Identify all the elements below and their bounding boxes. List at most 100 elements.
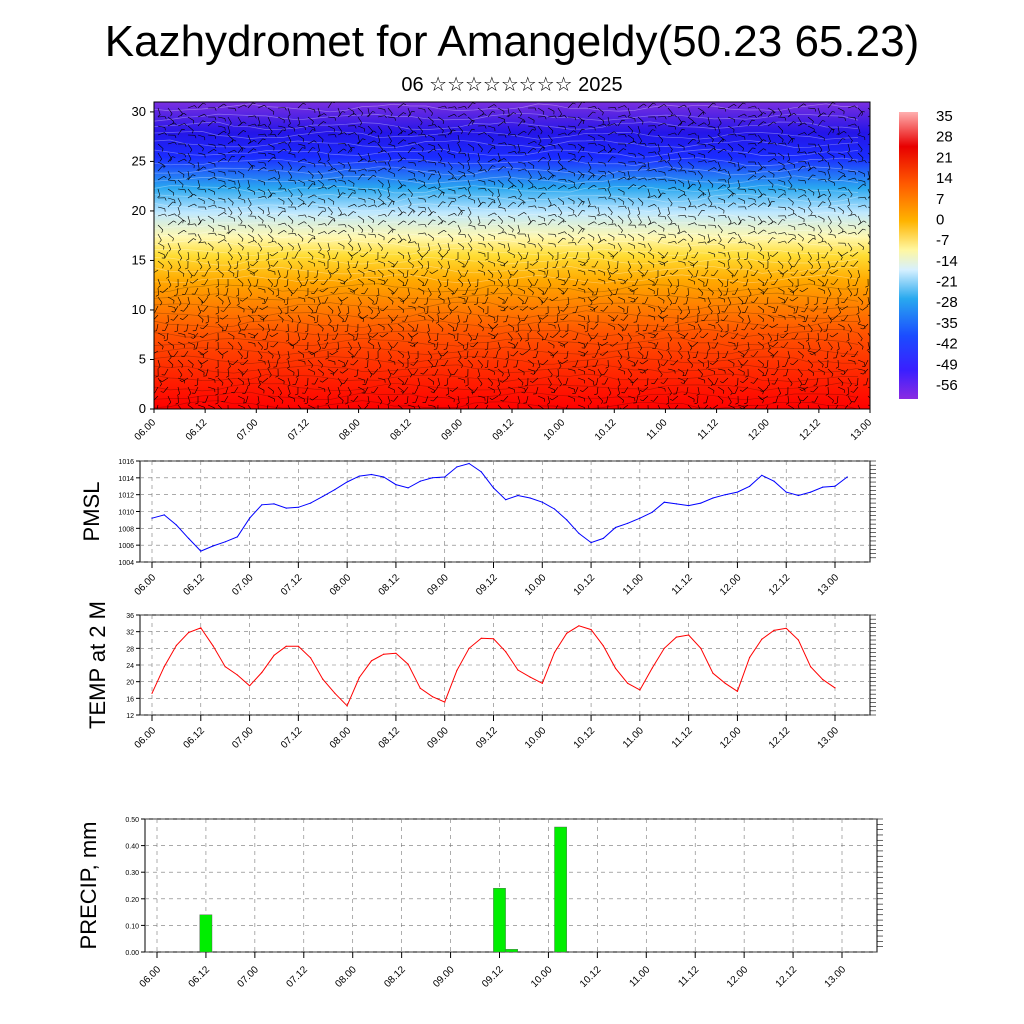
data-point	[773, 629, 775, 632]
x-tick-label: 12.00	[725, 964, 751, 990]
x-tick-label: 08.00	[328, 725, 354, 751]
colorbar-label: -7	[936, 232, 949, 249]
y-tick-label: 5	[139, 351, 146, 366]
data-point	[322, 678, 324, 680]
data-point	[834, 485, 836, 487]
y-tick-label: 20	[132, 203, 146, 218]
y-tick-label: 36	[126, 613, 134, 620]
data-point	[785, 627, 787, 629]
data-point	[395, 484, 397, 486]
data-point	[505, 651, 507, 653]
data-point	[627, 682, 629, 684]
colorbar-label: -42	[936, 336, 958, 353]
data-point	[492, 638, 495, 640]
precipitation-panel: 0.50 0.40 0.30 0.20 0.10 0.00 06.00 06.12 07.00 0…	[76, 817, 883, 990]
x-tick-label: 07.12	[279, 572, 305, 598]
data-point	[175, 524, 177, 526]
data-point	[736, 491, 739, 493]
data-point	[151, 517, 153, 519]
data-point	[273, 654, 275, 657]
data-point	[163, 514, 165, 516]
colorbar-label: 0	[936, 211, 944, 228]
data-point	[480, 471, 482, 473]
data-point	[334, 489, 336, 491]
data-point	[761, 638, 763, 640]
data-point	[273, 503, 275, 505]
data-point	[614, 667, 617, 669]
data-point	[151, 692, 153, 694]
colorbar-label: 35	[936, 108, 953, 125]
precip-bar	[505, 949, 519, 953]
x-tick-label: 11.12	[696, 417, 721, 442]
x-tick-label: 12.00	[718, 725, 744, 751]
x-tick-label: 10.00	[542, 417, 568, 443]
x-tick-label: 07.00	[230, 572, 256, 598]
data-point	[175, 644, 177, 647]
data-point	[553, 651, 556, 654]
y-tick-label: 12	[126, 713, 134, 720]
data-point	[431, 696, 434, 698]
x-tick-label: 11.00	[621, 725, 646, 750]
x-tick-label: 09.00	[425, 725, 451, 751]
x-tick-label: 12.00	[746, 417, 772, 443]
data-point	[456, 466, 458, 468]
data-point	[236, 536, 238, 538]
x-tick-label: 09.12	[480, 964, 506, 990]
data-point	[761, 474, 763, 476]
data-point	[785, 491, 787, 493]
x-tick-label: 11.00	[621, 572, 646, 597]
data-point	[541, 501, 543, 503]
x-tick-label: 13.00	[849, 417, 875, 443]
data-point	[712, 497, 714, 499]
data-point	[297, 506, 299, 508]
data-point	[261, 504, 263, 506]
x-tick-label: 07.12	[279, 725, 305, 751]
x-tick-label: 11.00	[645, 417, 670, 442]
x-tick-label: 06.12	[181, 725, 207, 751]
x-tick-label: 08.12	[377, 725, 403, 751]
x-tick-label: 09.12	[474, 572, 500, 598]
data-point	[346, 481, 348, 483]
data-point	[810, 491, 812, 493]
colorbar-label: -14	[936, 253, 958, 270]
data-point	[517, 669, 519, 671]
y-tick-label: 1012	[118, 493, 134, 500]
y-axis-label: PMSL	[79, 482, 104, 542]
data-point	[749, 656, 751, 659]
data-point	[724, 494, 726, 496]
data-point	[310, 657, 312, 659]
y-tick-label: 1010	[118, 510, 134, 517]
data-point	[285, 507, 287, 509]
x-tick-label: 10.00	[523, 725, 549, 751]
y-tick-label: 1006	[118, 543, 134, 550]
colorbar-label: 21	[936, 149, 953, 166]
data-point	[846, 476, 848, 478]
data-point	[688, 634, 690, 636]
data-point	[700, 647, 702, 649]
pmsl-panel: 1016 1014 1012 1010 1008 1006 1004 06.00 06.12 07…	[79, 459, 876, 598]
data-point	[749, 485, 751, 487]
data-point	[529, 676, 531, 678]
data-point	[419, 480, 421, 482]
data-point	[797, 494, 800, 497]
temperature-panel: 36 32 28 24 20 16 12 06.00 06.12 07.00 07.12 08.00 0…	[85, 601, 876, 751]
data-point	[492, 487, 495, 489]
data-point	[736, 690, 739, 692]
x-tick-label: 13.00	[823, 964, 849, 990]
x-tick-label: 07.12	[284, 964, 310, 990]
y-tick-label: 0.10	[125, 923, 139, 930]
data-point	[822, 486, 824, 488]
data-point	[614, 526, 617, 529]
data-point	[188, 537, 190, 540]
x-tick-label: 06.12	[184, 417, 210, 443]
y-tick-label: 0.00	[125, 950, 139, 957]
data-point	[212, 545, 214, 547]
data-point	[810, 666, 812, 668]
x-tick-label: 10.00	[529, 964, 555, 990]
x-tick-label: 08.00	[337, 417, 363, 443]
x-tick-label: 11.12	[670, 725, 695, 750]
data-point	[480, 637, 482, 639]
data-point	[578, 532, 580, 535]
data-point	[419, 687, 421, 689]
